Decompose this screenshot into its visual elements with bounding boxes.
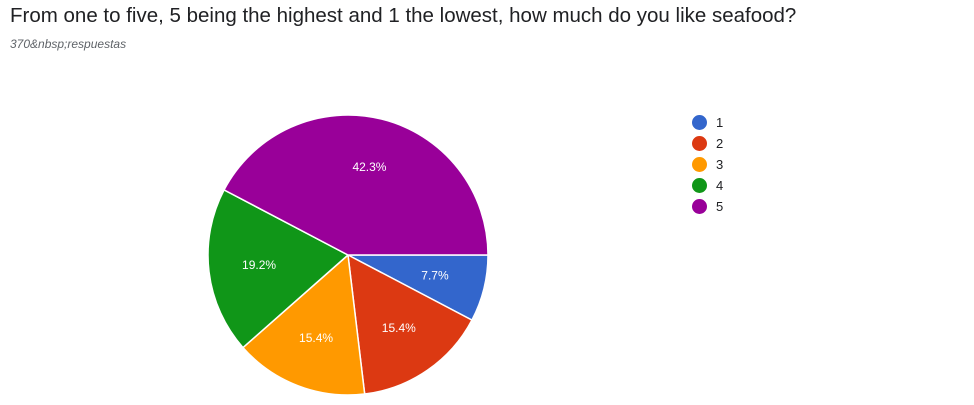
pie-slice-3	[241, 253, 366, 396]
legend-label-1: 1	[716, 115, 724, 130]
legend-swatch-1	[692, 115, 707, 130]
slice-label-1: 7.7%	[421, 269, 449, 283]
pie-slice-5	[223, 114, 489, 256]
pie-slice-4	[207, 188, 350, 349]
legend-item-4: 4	[692, 175, 723, 196]
legend-item-3: 3	[692, 154, 723, 175]
slice-label-5: 42.3%	[352, 160, 386, 174]
legend-item-1: 1	[692, 112, 723, 133]
chart-legend: 1 2 3 4 5	[692, 112, 723, 217]
legend-label-5: 5	[716, 199, 724, 214]
response-count: 370&nbsp;respuestas	[10, 37, 127, 51]
slice-label-3: 15.4%	[299, 331, 333, 345]
legend-swatch-5	[692, 199, 707, 214]
legend-swatch-2	[692, 136, 707, 151]
legend-label-4: 4	[716, 178, 724, 193]
legend-swatch-3	[692, 157, 707, 172]
legend-label-2: 2	[716, 136, 724, 151]
pie-chart: 7.7% 15.4% 15.4% 19.2% 42.3%	[207, 114, 489, 396]
question-title: From one to five, 5 being the highest an…	[10, 4, 797, 27]
slice-label-4: 19.2%	[242, 258, 276, 272]
pie-slice-2	[347, 253, 473, 395]
legend-item-5: 5	[692, 196, 723, 217]
legend-swatch-4	[692, 178, 707, 193]
slice-label-2: 15.4%	[382, 321, 416, 335]
legend-item-2: 2	[692, 133, 723, 154]
legend-label-3: 3	[716, 157, 724, 172]
